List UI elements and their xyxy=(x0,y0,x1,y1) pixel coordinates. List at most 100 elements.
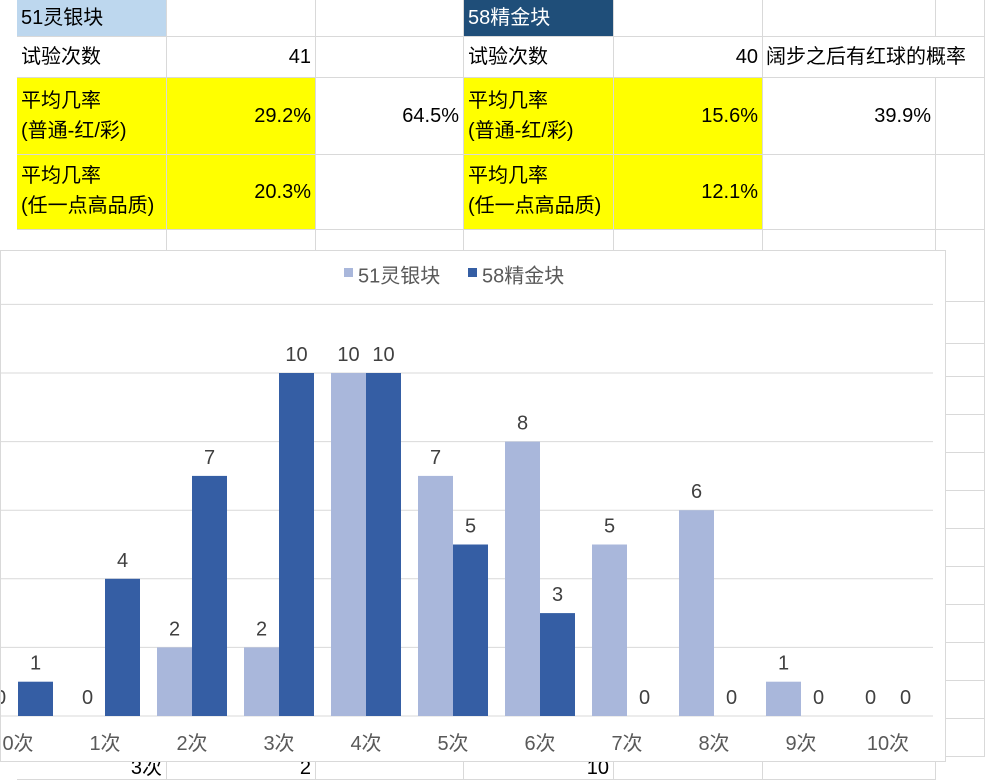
empty-cell[interactable] xyxy=(946,302,985,344)
avg1-value-58-text: 15.6% xyxy=(701,101,758,131)
bar[interactable] xyxy=(192,476,227,716)
avg1-value-51[interactable]: 29.2% xyxy=(167,78,316,155)
x-tick-label: 2次 xyxy=(176,732,207,755)
note-value-text: 39.9% xyxy=(874,101,931,131)
data-label: 10 xyxy=(337,344,359,366)
empty-cell[interactable] xyxy=(946,681,985,719)
x-tick-label: 1次 xyxy=(89,732,120,755)
chart-area[interactable]: 51灵银块58精金块010次041次272次2103次10104次755次836… xyxy=(0,250,946,762)
empty-cell[interactable] xyxy=(946,529,985,567)
data-label: 0 xyxy=(900,687,911,709)
avg2-title: 平均几率 xyxy=(21,161,166,191)
bar[interactable] xyxy=(244,647,279,716)
bar[interactable] xyxy=(540,613,575,716)
bar[interactable] xyxy=(418,476,453,716)
empty-cell[interactable] xyxy=(946,719,985,757)
data-label: 0 xyxy=(865,687,876,709)
data-label: 2 xyxy=(169,618,180,640)
mid-value-text: 64.5% xyxy=(402,101,459,131)
bar[interactable] xyxy=(157,647,192,716)
bar[interactable] xyxy=(331,373,366,716)
avg2-value-58[interactable]: 12.1% xyxy=(614,155,763,230)
bar[interactable] xyxy=(679,510,714,716)
avg1-title: 平均几率 xyxy=(21,86,166,116)
x-tick-label: 9次 xyxy=(785,732,816,755)
data-label: 0 xyxy=(726,687,737,709)
avg2-value-51[interactable]: 20.3% xyxy=(167,155,316,230)
data-label: 8 xyxy=(517,413,528,435)
bar[interactable] xyxy=(279,373,314,716)
data-label: 1 xyxy=(778,653,789,675)
avg1-value-51-text: 29.2% xyxy=(254,101,311,131)
x-tick-label: 4次 xyxy=(350,732,381,755)
avg1-label-58[interactable]: 平均几率 (普通-红/彩) xyxy=(464,78,614,155)
bar[interactable] xyxy=(366,373,401,716)
legend-label[interactable]: 58精金块 xyxy=(482,264,564,287)
avg2-label-58[interactable]: 平均几率 (任一点高品质) xyxy=(464,155,614,230)
avg1-value-58[interactable]: 15.6% xyxy=(614,78,763,155)
data-label: 7 xyxy=(204,447,215,469)
empty-cell[interactable] xyxy=(946,567,985,605)
empty-cell[interactable] xyxy=(946,453,985,491)
empty-cell[interactable] xyxy=(316,0,464,37)
empty-cell[interactable] xyxy=(946,377,985,415)
note-value[interactable]: 39.9% xyxy=(763,78,936,155)
note-label[interactable]: 阔步之后有红球的概率 xyxy=(763,37,985,78)
empty-cell[interactable] xyxy=(167,0,316,37)
legend-swatch xyxy=(468,268,477,277)
data-label: 1 xyxy=(30,653,41,675)
data-label: 0 xyxy=(639,687,650,709)
mid-value[interactable]: 64.5% xyxy=(316,78,464,155)
empty-cell[interactable] xyxy=(946,605,985,643)
bar[interactable] xyxy=(505,442,540,716)
bar[interactable] xyxy=(105,579,140,716)
empty-cell[interactable] xyxy=(946,491,985,529)
bar[interactable] xyxy=(18,682,53,716)
avg1-title-58: 平均几率 xyxy=(468,86,613,116)
data-label: 5 xyxy=(465,516,476,538)
empty-cell[interactable] xyxy=(936,155,985,230)
data-label: 2 xyxy=(256,618,267,640)
x-tick-label: 10次 xyxy=(867,732,909,755)
avg1-subtitle-58: (普通-红/彩) xyxy=(468,116,613,146)
x-tick-label: 0次 xyxy=(2,732,33,755)
empty-cell[interactable] xyxy=(946,643,985,681)
empty-cell[interactable] xyxy=(946,415,985,453)
x-tick-label: 5次 xyxy=(437,732,468,755)
empty-cell[interactable] xyxy=(316,37,464,78)
empty-cell[interactable] xyxy=(316,155,464,230)
data-label: 0 xyxy=(813,687,824,709)
avg1-label-51[interactable]: 平均几率 (普通-红/彩) xyxy=(17,78,167,155)
trials-value-58[interactable]: 40 xyxy=(614,37,763,78)
trials-value-51[interactable]: 41 xyxy=(167,37,316,78)
header-51[interactable]: 51灵银块 xyxy=(17,0,167,37)
empty-cell[interactable] xyxy=(763,155,936,230)
empty-cell[interactable] xyxy=(763,0,936,37)
data-label: 10 xyxy=(372,344,394,366)
data-label: 4 xyxy=(117,550,128,572)
avg2-value-58-text: 12.1% xyxy=(701,177,758,207)
x-tick-label: 3次 xyxy=(263,732,294,755)
x-tick-label: 8次 xyxy=(698,732,729,755)
data-label: 7 xyxy=(430,447,441,469)
trials-label-51[interactable]: 试验次数 xyxy=(17,37,167,78)
bar[interactable] xyxy=(592,545,627,717)
avg2-title-58: 平均几率 xyxy=(468,161,613,191)
avg2-label-51[interactable]: 平均几率 (任一点高品质) xyxy=(17,155,167,230)
avg2-value-51-text: 20.3% xyxy=(254,177,311,207)
bar-chart[interactable]: 51灵银块58精金块010次041次272次2103次10104次755次836… xyxy=(1,251,945,761)
empty-cell[interactable] xyxy=(614,0,763,37)
empty-cell[interactable] xyxy=(946,344,985,377)
x-tick-label: 7次 xyxy=(611,732,642,755)
empty-cell[interactable] xyxy=(936,0,985,37)
trials-label-58[interactable]: 试验次数 xyxy=(464,37,614,78)
data-label: 5 xyxy=(604,516,615,538)
bar[interactable] xyxy=(453,545,488,717)
empty-cell[interactable] xyxy=(946,230,985,302)
header-58[interactable]: 58精金块 xyxy=(464,0,614,37)
data-label: 0 xyxy=(82,687,93,709)
bar[interactable] xyxy=(766,682,801,716)
empty-cell[interactable] xyxy=(936,78,985,155)
x-tick-label: 6次 xyxy=(524,732,555,755)
legend-label[interactable]: 51灵银块 xyxy=(358,264,440,287)
